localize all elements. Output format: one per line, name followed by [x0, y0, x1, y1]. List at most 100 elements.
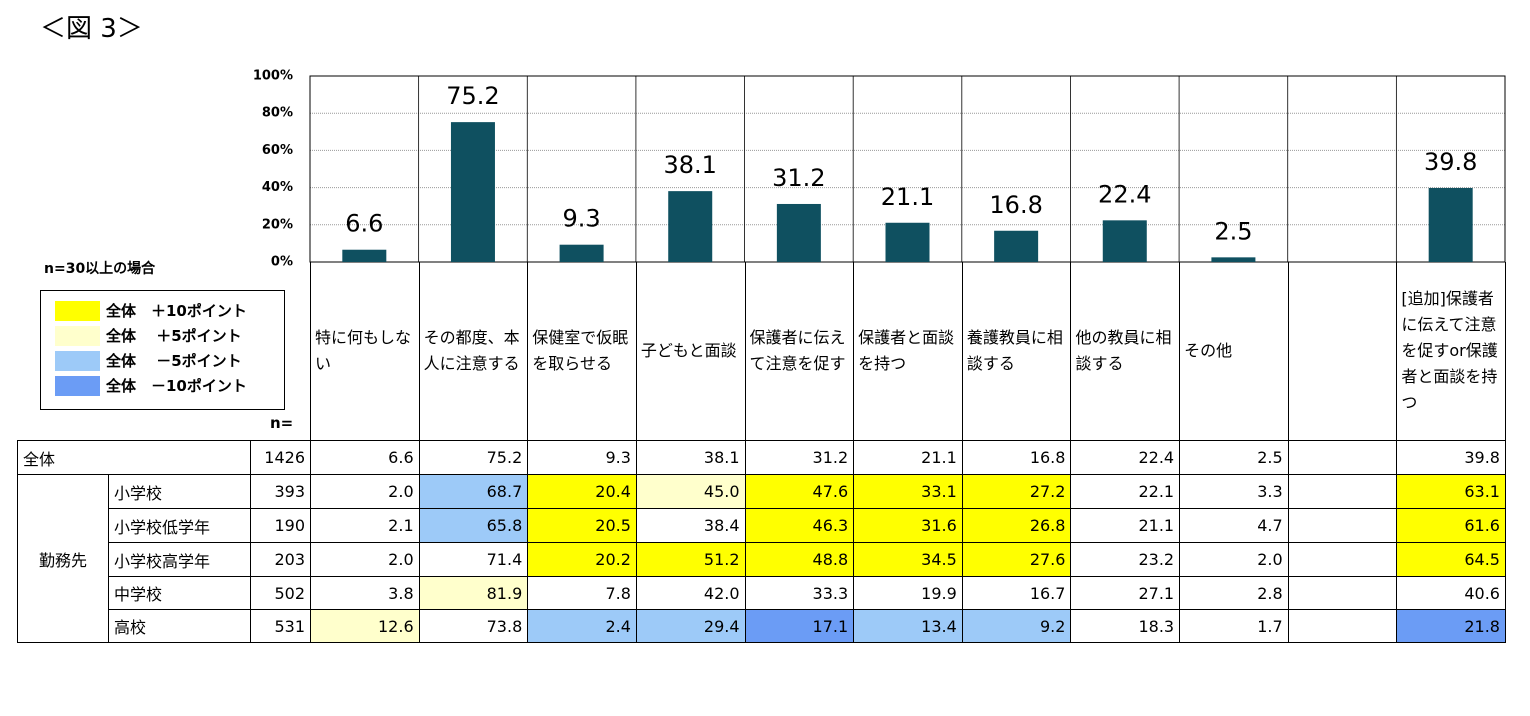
- category-header: [1287, 262, 1398, 440]
- row-label: 高校: [108, 609, 251, 643]
- y-tick-label: 0%: [271, 255, 293, 270]
- bar: [668, 191, 713, 262]
- table-cell: 2.0: [1179, 542, 1289, 577]
- table-cell: 9.3: [527, 440, 637, 475]
- category-header: その他: [1179, 262, 1289, 440]
- table-cell: 46.3: [744, 508, 855, 543]
- table-cell: [1287, 508, 1398, 543]
- table-cell: 51.2: [635, 542, 746, 577]
- table-cell: 64.5: [1396, 542, 1506, 577]
- table-cell: 73.8: [418, 609, 529, 643]
- table-cell: 21.1: [1070, 508, 1181, 543]
- table-cell: 9.2: [961, 609, 1072, 643]
- legend-swatch: [55, 376, 100, 396]
- table-cell: 65.8: [418, 508, 529, 543]
- legend-swatch: [55, 301, 100, 321]
- table-cell: [1287, 576, 1398, 610]
- table-cell: 12.6: [310, 609, 420, 643]
- table-cell: [1287, 474, 1398, 509]
- bar: [1211, 257, 1256, 262]
- row-n: 203: [250, 542, 311, 577]
- category-header: 保健室で仮眠を取らせる: [527, 262, 637, 440]
- table-cell: 13.4: [853, 609, 963, 643]
- table-cell: 20.4: [527, 474, 637, 509]
- table-cell: 22.1: [1070, 474, 1181, 509]
- table-cell: 33.3: [744, 576, 855, 610]
- table-cell: 21.8: [1396, 609, 1506, 643]
- table-cell: 68.7: [418, 474, 529, 509]
- table-cell: 71.4: [418, 542, 529, 577]
- y-tick-label: 60%: [262, 143, 293, 158]
- data-label: 16.8: [989, 191, 1042, 219]
- bar: [450, 122, 495, 263]
- data-label: 75.2: [446, 82, 499, 110]
- group-label: 勤務先: [17, 474, 109, 643]
- table-cell: 29.4: [635, 609, 746, 643]
- category-header: 保護者と面談を持つ: [853, 262, 963, 440]
- table-cell: 38.4: [635, 508, 746, 543]
- table-cell: 2.8: [1179, 576, 1289, 610]
- table-cell: 26.8: [961, 508, 1072, 543]
- table-cell: 23.2: [1070, 542, 1181, 577]
- y-tick-label: 20%: [262, 217, 293, 232]
- table-cell: 4.7: [1179, 508, 1289, 543]
- bar: [1428, 187, 1473, 262]
- table-cell: 1.7: [1179, 609, 1289, 643]
- table-cell: 16.7: [961, 576, 1072, 610]
- figure-title: ＜図 3＞: [40, 14, 143, 44]
- table-cell: 7.8: [527, 576, 637, 610]
- bar: [994, 230, 1039, 262]
- data-label: 39.8: [1424, 148, 1477, 176]
- data-label: 31.2: [772, 164, 825, 192]
- table-cell: 45.0: [635, 474, 746, 509]
- table-cell: 16.8: [961, 440, 1072, 475]
- table-cell: 39.8: [1396, 440, 1506, 475]
- data-label: 6.6: [345, 210, 383, 238]
- row-n: 393: [250, 474, 311, 509]
- category-header: 保護者に伝えて注意を促す: [744, 262, 855, 440]
- table-cell: [1287, 609, 1398, 643]
- table-cell: 3.3: [1179, 474, 1289, 509]
- table-cell: 27.2: [961, 474, 1072, 509]
- legend-note: n=30以上の場合: [44, 261, 156, 277]
- table-cell: 20.5: [527, 508, 637, 543]
- data-label: 22.4: [1098, 180, 1151, 208]
- table-cell: 48.8: [744, 542, 855, 577]
- row-n: 190: [250, 508, 311, 543]
- table-cell: 31.2: [744, 440, 855, 475]
- table-cell: 47.6: [744, 474, 855, 509]
- data-label: 38.1: [664, 151, 717, 179]
- legend-label: 全体 ＋10ポイント: [106, 302, 247, 320]
- legend-swatch: [55, 326, 100, 346]
- legend-label: 全体 ＋5ポイント: [106, 327, 242, 345]
- table-cell: 2.4: [527, 609, 637, 643]
- row-n: 1426: [250, 440, 311, 475]
- table-cell: 38.1: [635, 440, 746, 475]
- legend-box: [40, 290, 285, 410]
- table-cell: 2.1: [310, 508, 420, 543]
- bar: [776, 203, 821, 262]
- table-cell: 42.0: [635, 576, 746, 610]
- table-cell: 63.1: [1396, 474, 1506, 509]
- table-cell: [1287, 440, 1398, 475]
- y-tick-label: 100%: [253, 69, 293, 84]
- category-header: [追加]保護者に伝えて注意を促すor保護者と面談を持つ: [1396, 262, 1506, 440]
- category-header: 特に何もしない: [310, 262, 420, 440]
- table-cell: 33.1: [853, 474, 963, 509]
- row-label: 中学校: [108, 576, 251, 610]
- y-tick-label: 80%: [262, 106, 293, 121]
- table-cell: 40.6: [1396, 576, 1506, 610]
- data-label: 9.3: [563, 205, 601, 233]
- row-n: 502: [250, 576, 311, 610]
- table-cell: 27.1: [1070, 576, 1181, 610]
- table-cell: 18.3: [1070, 609, 1181, 643]
- table-cell: 2.5: [1179, 440, 1289, 475]
- table-cell: 31.6: [853, 508, 963, 543]
- table-cell: 2.0: [310, 542, 420, 577]
- table-cell: 61.6: [1396, 508, 1506, 543]
- bar: [885, 222, 930, 262]
- data-label: 21.1: [881, 183, 934, 211]
- category-header: 子どもと面談: [635, 262, 746, 440]
- row-label: 小学校: [108, 474, 251, 509]
